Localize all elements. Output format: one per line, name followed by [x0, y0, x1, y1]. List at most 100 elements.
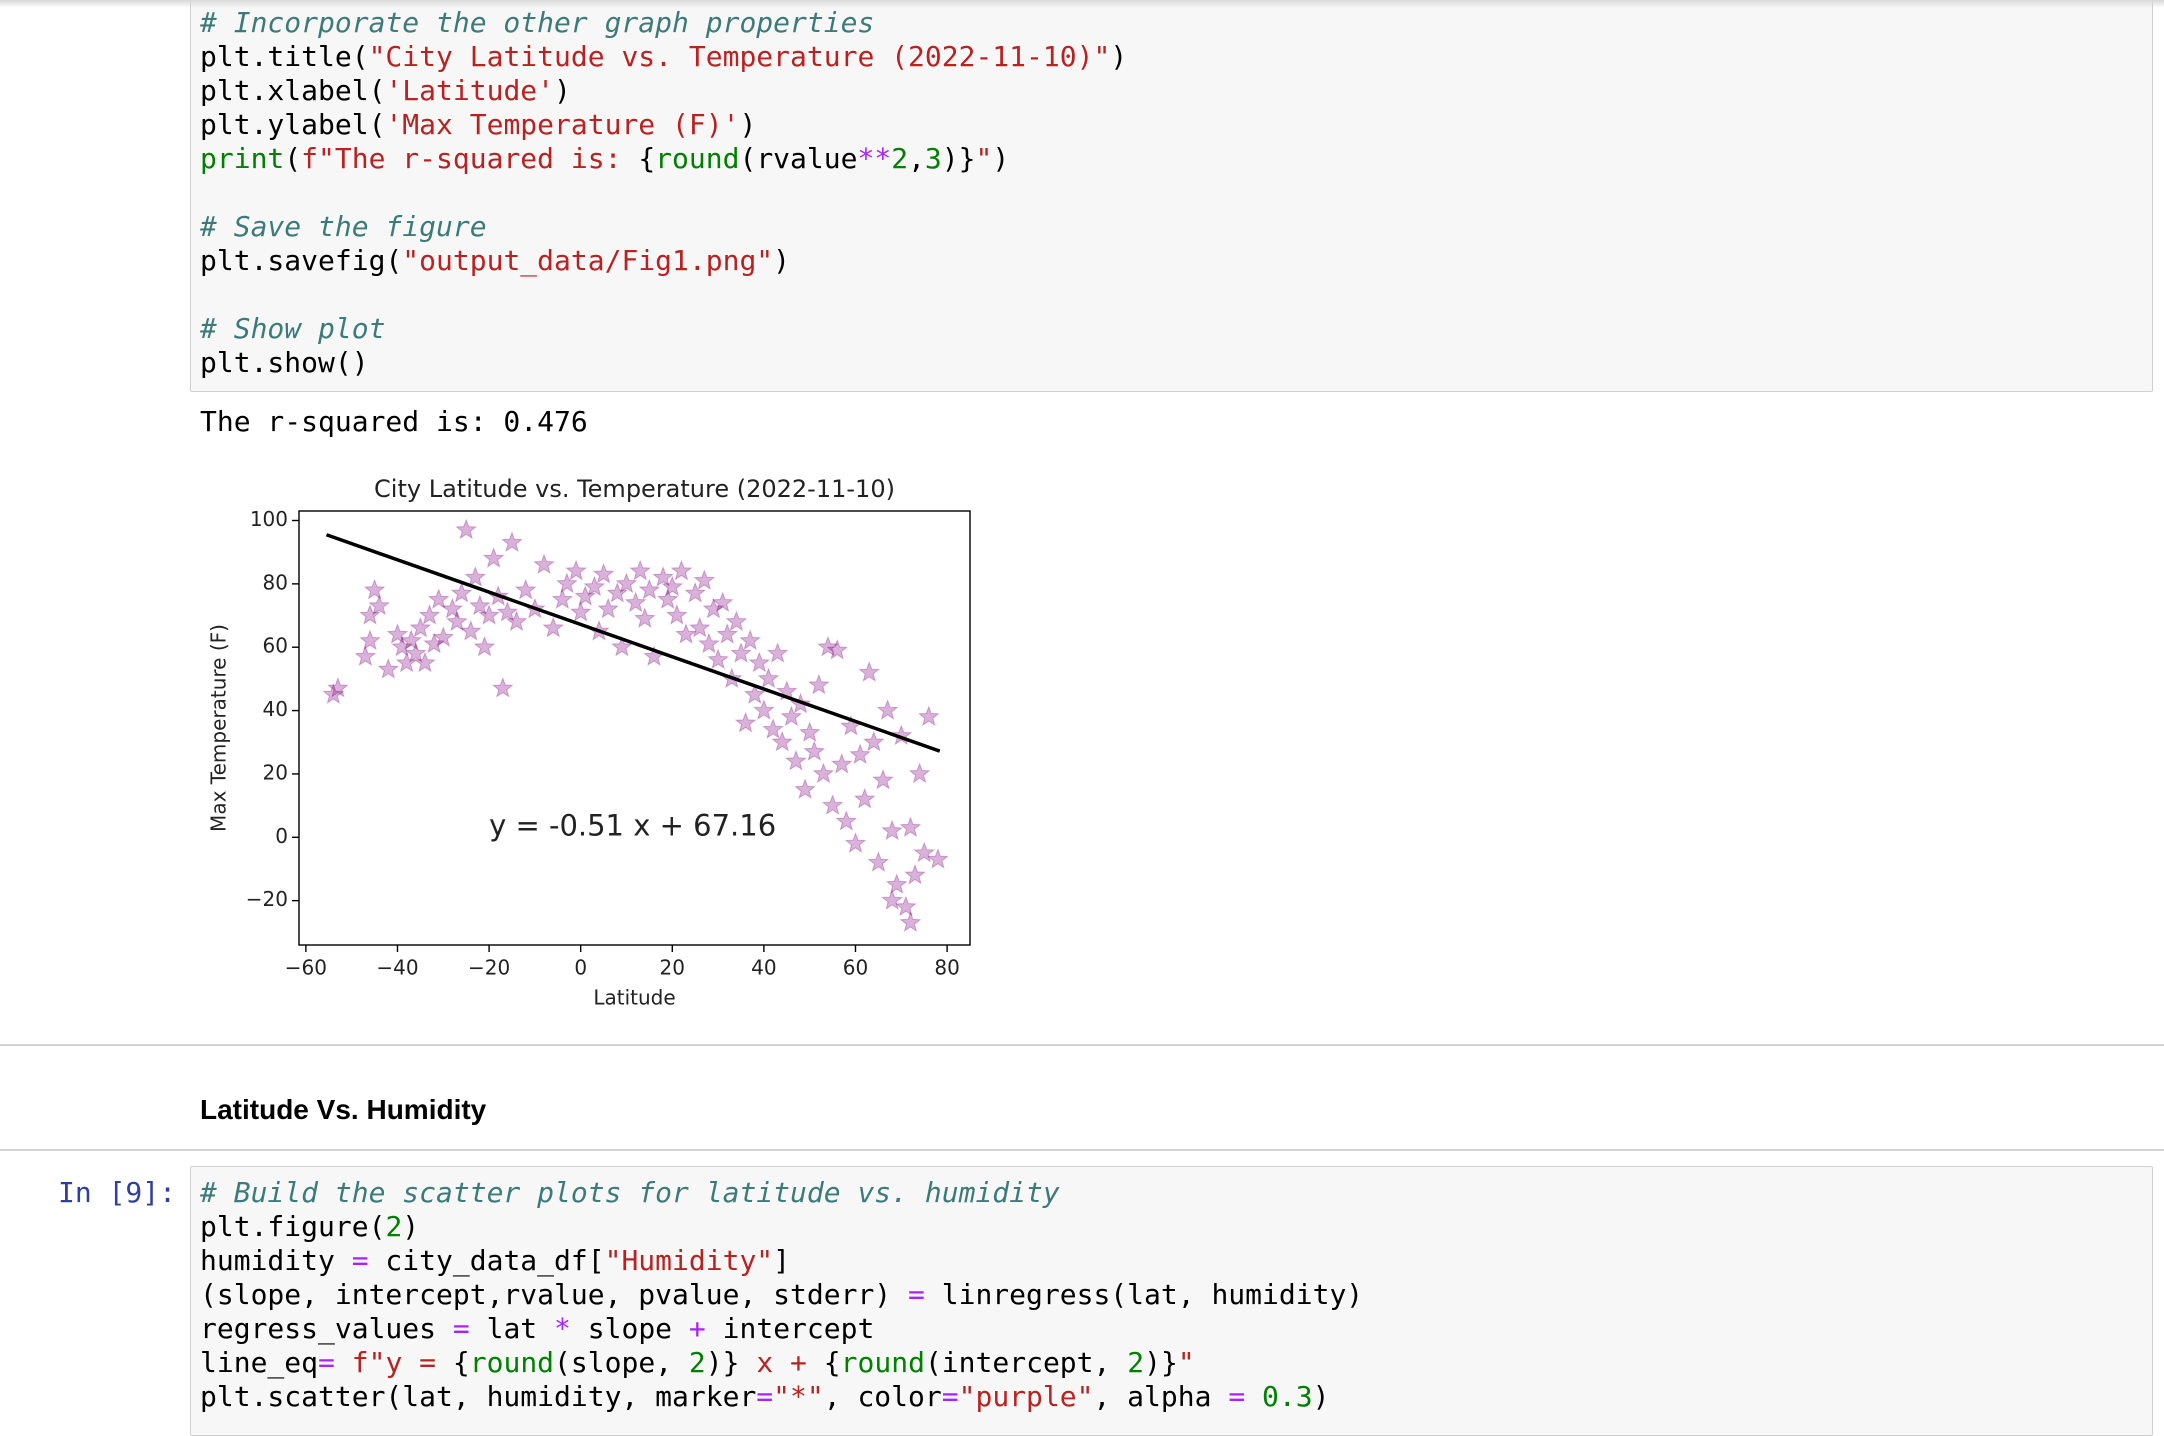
scatter-point — [423, 632, 445, 654]
scatter-point — [592, 562, 615, 584]
scatter-point — [354, 645, 377, 666]
scatter-point — [629, 559, 652, 581]
code-token: "Humidity" — [604, 1244, 774, 1277]
scatter-point — [876, 699, 899, 720]
scatter-point — [661, 575, 684, 597]
top-shadow — [0, 0, 2164, 8]
code-line: humidity = city_data_df["Humidity"] — [200, 1244, 790, 1278]
code-token: { — [638, 142, 656, 175]
scatter-point — [826, 638, 849, 660]
scatter-point — [739, 629, 762, 651]
code-token: # Build the scatter plots for latitude v… — [200, 1176, 1060, 1209]
scatter-point — [501, 531, 523, 552]
code-token: ) — [554, 74, 571, 107]
scatter-point — [611, 635, 633, 657]
scatter-point — [446, 610, 468, 632]
code-token: )} — [941, 142, 976, 175]
code-line: plt.show() — [200, 346, 369, 380]
x-tick-label: −40 — [376, 956, 418, 980]
scatter-point — [363, 578, 386, 600]
scatter-point — [858, 661, 881, 682]
scatter-point — [849, 743, 871, 765]
code-line: # Build the scatter plots for latitude v… — [200, 1176, 1060, 1210]
scatter-point — [624, 591, 647, 613]
code-token: ( — [284, 142, 302, 175]
scatter-point — [400, 629, 423, 651]
code-token: round — [655, 142, 740, 175]
scatter-point — [771, 730, 794, 752]
y-axis-label: Max Temperature (F) — [207, 624, 231, 832]
x-tick-label: 60 — [843, 956, 868, 980]
scatter-point — [794, 778, 816, 800]
scatter-point — [391, 635, 413, 657]
scatter-point — [432, 626, 455, 647]
y-tick-label: 40 — [263, 697, 288, 721]
scatter-point — [734, 711, 757, 733]
code-token: (slope, — [554, 1346, 689, 1379]
code-token: plt.xlabel( — [200, 74, 386, 107]
code-token: "output_data/Fig1.png" — [402, 244, 774, 277]
code-token: print — [200, 142, 285, 175]
scatter-point — [615, 572, 638, 594]
scatter-point — [917, 705, 940, 727]
scatter-point — [904, 863, 926, 885]
code-token — [1245, 1380, 1262, 1413]
code-cell[interactable] — [190, 1166, 2153, 1436]
regression-equation: y = -0.51 x + 67.16 — [489, 808, 776, 842]
scatter-point — [441, 597, 464, 619]
scatter-point — [785, 749, 807, 771]
scatter-point — [597, 597, 620, 619]
scatter-point — [556, 572, 578, 594]
code-token: , alpha — [1093, 1380, 1229, 1413]
y-tick-label: 100 — [250, 507, 288, 531]
code-line: plt.savefig("output_data/Fig1.png") — [200, 244, 790, 278]
scatter-point — [386, 623, 409, 644]
code-line: plt.xlabel('Latitude') — [200, 74, 571, 108]
code-line: plt.title("City Latitude vs. Temperature… — [200, 40, 1127, 74]
scatter-point — [450, 581, 473, 603]
scatter-point — [807, 673, 830, 695]
code-line: plt.scatter(lat, humidity, marker="*", c… — [200, 1380, 1329, 1414]
scatter-point — [762, 718, 784, 739]
y-tick-label: −20 — [246, 887, 288, 911]
scatter-point — [862, 730, 885, 752]
code-token: "*" — [773, 1380, 824, 1413]
code-token: 'Latitude' — [385, 74, 555, 107]
cell-output: The r-squared is: 0.476 — [200, 405, 588, 438]
code-token: { — [452, 1346, 470, 1379]
x-tick-label: 80 — [934, 956, 959, 980]
code-cell[interactable] — [190, 0, 2153, 392]
x-tick-label: 0 — [574, 956, 587, 980]
x-tick-label: 40 — [751, 956, 776, 980]
scatter-point — [753, 699, 775, 720]
code-token: ) — [402, 1210, 420, 1243]
scatter-point — [913, 841, 936, 863]
scatter-point — [427, 588, 450, 609]
code-token: intercept — [705, 1312, 875, 1345]
scatter-point — [927, 848, 949, 869]
scatter-point — [574, 585, 597, 606]
scatter-point — [638, 578, 661, 600]
code-line: # Show plot — [200, 312, 385, 346]
scatter-point — [359, 629, 381, 651]
code-token: plt.title( — [200, 40, 369, 73]
cell-separator — [0, 1149, 2164, 1151]
code-token: ) — [1312, 1380, 1330, 1413]
scatter-point — [867, 851, 890, 872]
code-token: (intercept, — [924, 1346, 1128, 1379]
x-tick-label: −60 — [285, 956, 327, 980]
scatter-point — [666, 604, 688, 625]
code-token: ) — [1110, 40, 1128, 73]
code-line: # Incorporate the other graph properties — [200, 6, 874, 40]
scatter-point — [409, 616, 432, 638]
scatter-point — [688, 616, 711, 638]
scatter-point — [359, 604, 381, 625]
cell-prompt: In [9]: — [58, 1176, 177, 1209]
cell-separator — [0, 1044, 2164, 1046]
scatter-point — [757, 667, 780, 689]
scatter-point — [670, 559, 693, 581]
scatter-point — [743, 683, 766, 704]
code-token: 3 — [924, 142, 942, 175]
scatter-point — [853, 787, 876, 809]
scatter-point — [395, 651, 418, 673]
